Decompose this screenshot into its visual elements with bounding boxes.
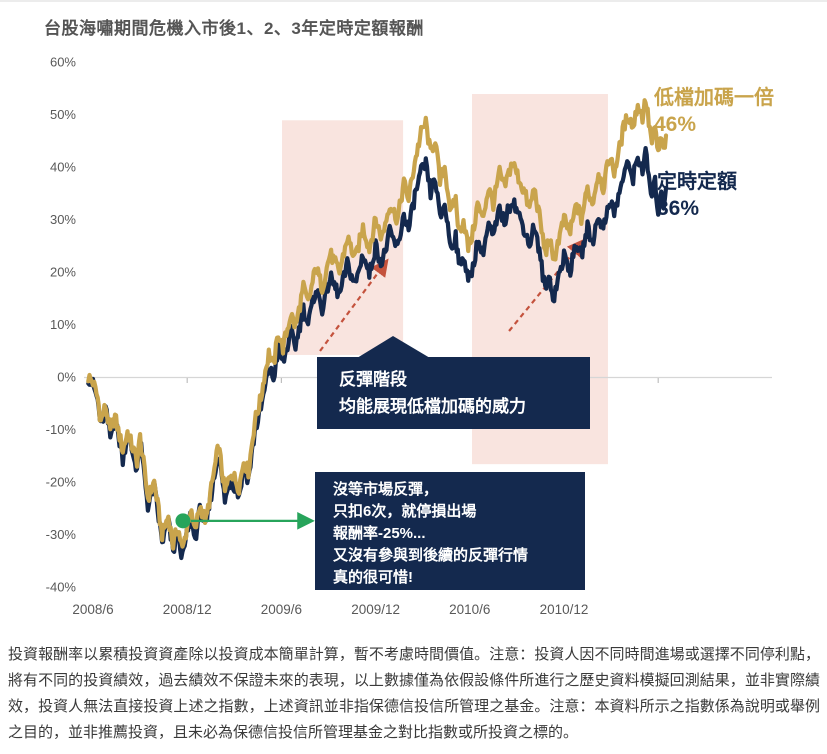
rebound-callout-line2: 均能展現低檔加碼的威力 (339, 397, 526, 417)
series-label-dca: 定時定額 36% (657, 169, 737, 222)
stoploss-line1: 沒等市場反彈， (333, 481, 439, 498)
series-label-addon: 低檔加碼一倍 46% (654, 85, 774, 138)
x-axis-label: 2010/12 (540, 602, 589, 617)
x-axis-label: 2008/12 (163, 602, 212, 617)
series-label-dca-title: 定時定額 (657, 171, 737, 193)
stoploss-callout-box: 沒等市場反彈， 只扣6次，就停損出場 報酬率-25%... 又沒有參與到後續的反… (315, 472, 585, 590)
x-axis-label: 2008/6 (72, 602, 113, 617)
trend-arrow-1 (319, 258, 389, 352)
y-axis-label: 50% (50, 107, 76, 122)
y-axis-label: 30% (50, 212, 76, 227)
y-axis-label: -30% (46, 527, 77, 542)
exit-point-dot (175, 513, 191, 529)
chart-title: 台股海嘯期間危機入市後1、2、3年定時定額報酬 (44, 19, 424, 38)
rebound-callout-box: 反彈階段 均能展現低檔加碼的威力 (317, 336, 590, 429)
series-label-dca-value: 36% (657, 197, 700, 220)
disclaimer-text: 投資報酬率以累積投資資產除以投資成本簡單計算，暫不考慮時間價值。注意：投資人因不… (8, 646, 820, 741)
y-axis-label: -20% (46, 475, 77, 490)
series-label-addon-value: 46% (654, 113, 697, 136)
y-axis-label: 60% (50, 55, 76, 70)
x-axis-label: 2010/6 (449, 602, 490, 617)
x-axis-label: 2009/12 (351, 602, 400, 617)
x-axis-label: 2009/6 (261, 602, 302, 617)
callout-pointer-up (357, 336, 430, 358)
stoploss-line3: 報酬率-25%... (333, 525, 426, 543)
y-axis-label: 20% (50, 265, 76, 280)
stoploss-line5: 真的很可惜! (333, 569, 413, 587)
y-axis-label: 40% (50, 160, 76, 175)
series-line-addon (86, 98, 669, 551)
series-label-addon-title: 低檔加碼一倍 (654, 87, 774, 109)
stoploss-line4: 又沒有參與到後續的反彈行情 (333, 547, 529, 565)
y-axis-label: 10% (50, 317, 76, 332)
y-axis-label: -10% (46, 422, 77, 437)
rebound-callout-line1: 反彈階段 (339, 370, 407, 389)
y-axis-label: -40% (46, 580, 77, 595)
y-axis-label: 0% (57, 370, 76, 385)
stoploss-line2: 只扣6次，就停損出場 (333, 503, 477, 521)
